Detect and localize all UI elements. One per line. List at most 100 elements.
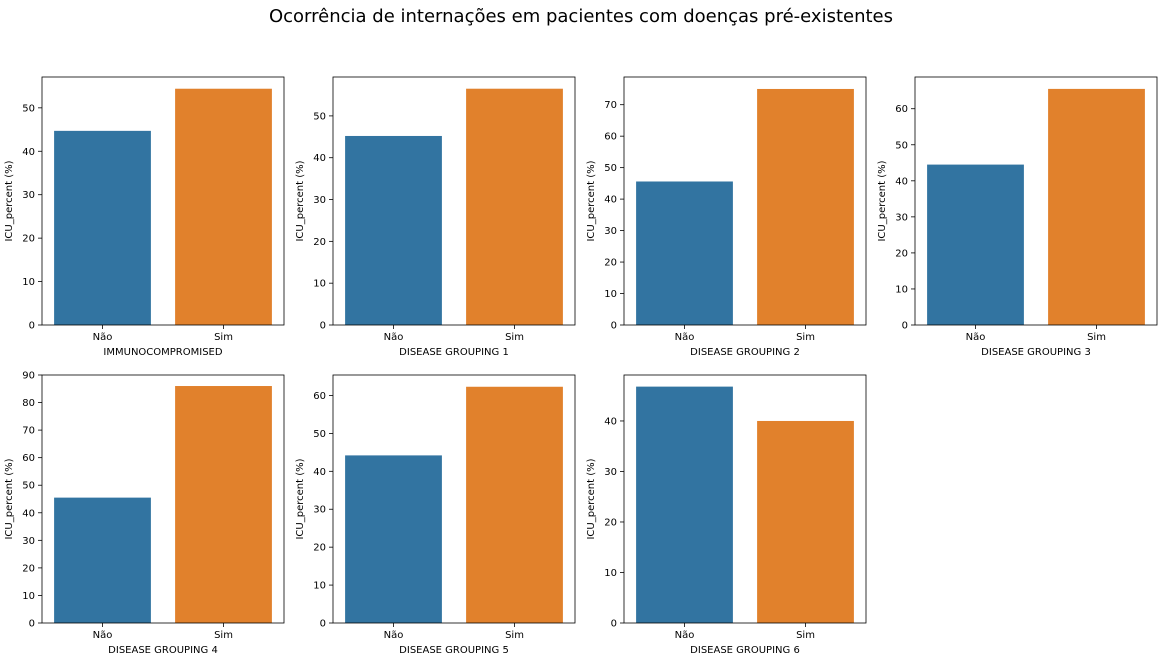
x-tick-label: Sim (796, 630, 815, 641)
subplot-7: 0 10 20 30 40 Não Sim DISEASE GROUPING 6 ICU_per… (586, 374, 867, 656)
y-tick-label: 80 (22, 398, 35, 409)
x-axis-label: IMMUNOCOMPROMISED (103, 347, 222, 358)
y-tick-label: 20 (895, 248, 908, 259)
x-tick-label: Não (384, 332, 404, 343)
y-tick-label: 40 (313, 467, 326, 478)
y-tick-label: 10 (22, 277, 35, 288)
y-tick-label: 10 (313, 581, 326, 592)
axes-frame (914, 76, 1158, 326)
axes-frame (332, 76, 576, 326)
y-tick-label: 40 (604, 195, 617, 206)
y-tick-label: 20 (22, 563, 35, 574)
y-tick-label: 30 (313, 195, 326, 206)
y-tick-label: 40 (604, 416, 617, 427)
x-axis-label: DISEASE GROUPING 3 (981, 347, 1091, 358)
bar-7-1 (636, 386, 733, 623)
bar-2-1 (345, 135, 442, 325)
y-axis-label: ICU_percent (%) (586, 160, 597, 241)
y-tick-label: 90 (22, 371, 35, 382)
x-axis-label: DISEASE GROUPING 5 (399, 645, 509, 656)
y-axis-label: ICU_percent (%) (877, 160, 888, 241)
bar-7-2 (757, 420, 854, 623)
x-tick-label: Não (93, 332, 113, 343)
axes-frame (623, 76, 867, 326)
bar-2-2 (466, 88, 563, 325)
y-tick-label: 30 (22, 190, 35, 201)
x-tick-label: Sim (505, 630, 524, 641)
y-tick-label: 40 (313, 153, 326, 164)
y-tick-label: 60 (22, 453, 35, 464)
y-tick-label: 0 (611, 321, 617, 332)
y-axis-label: ICU_percent (%) (295, 458, 306, 539)
subplot-3: 0 10 20 30 40 50 60 70 Não Sim DISEASE GROUPING 2 I… (586, 76, 867, 358)
x-axis-label: DISEASE GROUPING 4 (108, 645, 218, 656)
y-tick-label: 10 (895, 284, 908, 295)
y-tick-label: 70 (22, 426, 35, 437)
axes-frame (41, 76, 285, 326)
bar-6-2 (466, 386, 563, 623)
y-tick-label: 70 (604, 100, 617, 111)
y-tick-label: 40 (895, 176, 908, 187)
y-tick-label: 0 (29, 619, 35, 630)
axes-frame (41, 374, 285, 624)
y-tick-label: 50 (313, 111, 326, 122)
x-tick-label: Sim (214, 332, 233, 343)
y-tick-label: 20 (313, 543, 326, 554)
x-tick-label: Sim (505, 332, 524, 343)
x-tick-label: Não (675, 332, 695, 343)
x-axis-label: DISEASE GROUPING 6 (690, 645, 800, 656)
y-tick-label: 0 (902, 321, 908, 332)
y-tick-label: 50 (22, 103, 35, 114)
y-tick-label: 30 (604, 226, 617, 237)
y-tick-label: 40 (22, 508, 35, 519)
y-tick-label: 50 (313, 429, 326, 440)
y-tick-label: 60 (895, 104, 908, 115)
y-tick-label: 20 (604, 517, 617, 528)
x-axis-label: DISEASE GROUPING 1 (399, 347, 509, 358)
y-tick-label: 50 (22, 481, 35, 492)
y-tick-label: 30 (22, 536, 35, 547)
subplot-grid: 0 10 20 30 40 50 Não Sim IMMUNOCOMPROMISED ICU_pe… (4, 76, 1158, 656)
bar-5-1 (54, 497, 151, 623)
y-tick-label: 30 (895, 212, 908, 223)
y-tick-label: 10 (22, 591, 35, 602)
bar-3-2 (757, 88, 854, 326)
bar-4-1 (927, 164, 1024, 325)
y-tick-label: 30 (604, 467, 617, 478)
y-tick-label: 20 (313, 237, 326, 248)
subplot-4: 0 10 20 30 40 50 60 Não Sim DISEASE GROUPING 3 ICU… (877, 76, 1158, 358)
y-axis-label: ICU_percent (%) (586, 458, 597, 539)
x-tick-label: Não (93, 630, 113, 641)
x-axis-label: DISEASE GROUPING 2 (690, 347, 800, 358)
y-tick-label: 40 (22, 147, 35, 158)
bar-3-1 (636, 181, 733, 325)
y-axis-label: ICU_percent (%) (295, 160, 306, 241)
subplot-5: 0 10 20 30 40 50 60 70 80 90 Não Sim DISEASE GROUPIN… (4, 371, 285, 656)
y-tick-label: 10 (604, 568, 617, 579)
bar-6-1 (345, 455, 442, 623)
y-axis-label: ICU_percent (%) (4, 160, 15, 241)
figure-suptitle: Ocorrência de internações em pacientes c… (269, 6, 893, 27)
x-tick-label: Não (384, 630, 404, 641)
axes-frame (332, 374, 576, 624)
y-tick-label: 30 (313, 505, 326, 516)
subplot-2: 0 10 20 30 40 50 Não Sim DISEASE GROUPING 1 ICU_p… (295, 76, 576, 358)
y-tick-label: 20 (22, 234, 35, 245)
y-tick-label: 10 (313, 279, 326, 290)
y-tick-label: 0 (320, 619, 326, 630)
bar-4-2 (1048, 88, 1145, 325)
bar-5-2 (175, 386, 272, 623)
y-tick-label: 60 (313, 391, 326, 402)
x-tick-label: Sim (1087, 332, 1106, 343)
bar-1-1 (54, 130, 151, 325)
x-tick-label: Sim (796, 332, 815, 343)
y-tick-label: 50 (895, 140, 908, 151)
y-tick-label: 20 (604, 258, 617, 269)
y-tick-label: 0 (320, 321, 326, 332)
y-tick-label: 0 (611, 619, 617, 630)
y-tick-label: 50 (604, 163, 617, 174)
x-tick-label: Não (675, 630, 695, 641)
x-tick-label: Não (966, 332, 986, 343)
bar-1-2 (175, 88, 272, 325)
